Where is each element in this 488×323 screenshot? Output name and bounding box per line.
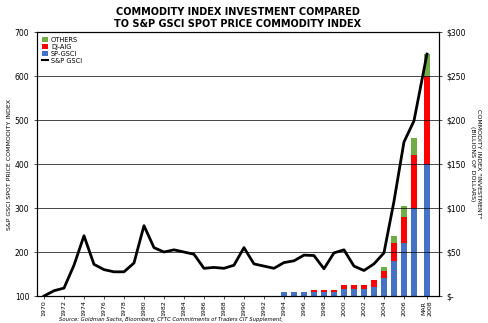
Bar xyxy=(381,278,386,296)
Bar xyxy=(401,206,407,217)
Bar xyxy=(361,285,366,289)
Bar xyxy=(424,54,430,76)
Bar xyxy=(341,289,346,296)
Bar xyxy=(321,292,326,296)
Legend: OTHERS, DJ-AIG, SP-GSCI, S&P GSCI: OTHERS, DJ-AIG, SP-GSCI, S&P GSCI xyxy=(41,36,83,65)
Bar xyxy=(381,271,386,278)
Bar xyxy=(341,285,346,289)
Bar xyxy=(401,217,407,243)
Bar xyxy=(351,285,357,289)
Bar xyxy=(291,292,297,296)
Bar xyxy=(321,290,326,292)
Title: COMMODITY INDEX INVESTMENT COMPARED
TO S&P GSCI SPOT PRICE COMMODITY INDEX: COMMODITY INDEX INVESTMENT COMPARED TO S… xyxy=(114,7,362,28)
Bar xyxy=(391,261,397,296)
Bar xyxy=(424,76,430,164)
Y-axis label: S&P GSCI SPOT PRICE COMMODITY INDEX: S&P GSCI SPOT PRICE COMMODITY INDEX xyxy=(7,99,12,230)
Bar xyxy=(401,243,407,296)
Bar xyxy=(301,292,307,296)
Bar xyxy=(331,290,337,292)
Bar xyxy=(411,155,417,208)
Bar xyxy=(424,164,430,296)
Bar xyxy=(411,208,417,296)
Bar xyxy=(351,289,357,296)
Bar xyxy=(371,280,377,287)
Bar xyxy=(331,292,337,296)
Bar xyxy=(281,292,287,296)
Bar xyxy=(381,267,386,271)
Bar xyxy=(391,243,397,261)
Text: Source: Goldman Sachs, Bloomberg, CFTC Commitments of Traders CIT Supplement,: Source: Goldman Sachs, Bloomberg, CFTC C… xyxy=(59,318,283,322)
Bar xyxy=(371,287,377,296)
Bar xyxy=(411,138,417,155)
Bar xyxy=(311,292,317,296)
Bar xyxy=(391,236,397,243)
Y-axis label: COMMODITY INDEX "INVESTMENT"
(BILLIONS OF DOLLARS): COMMODITY INDEX "INVESTMENT" (BILLIONS O… xyxy=(470,109,481,219)
Bar xyxy=(311,290,317,292)
Bar xyxy=(361,289,366,296)
